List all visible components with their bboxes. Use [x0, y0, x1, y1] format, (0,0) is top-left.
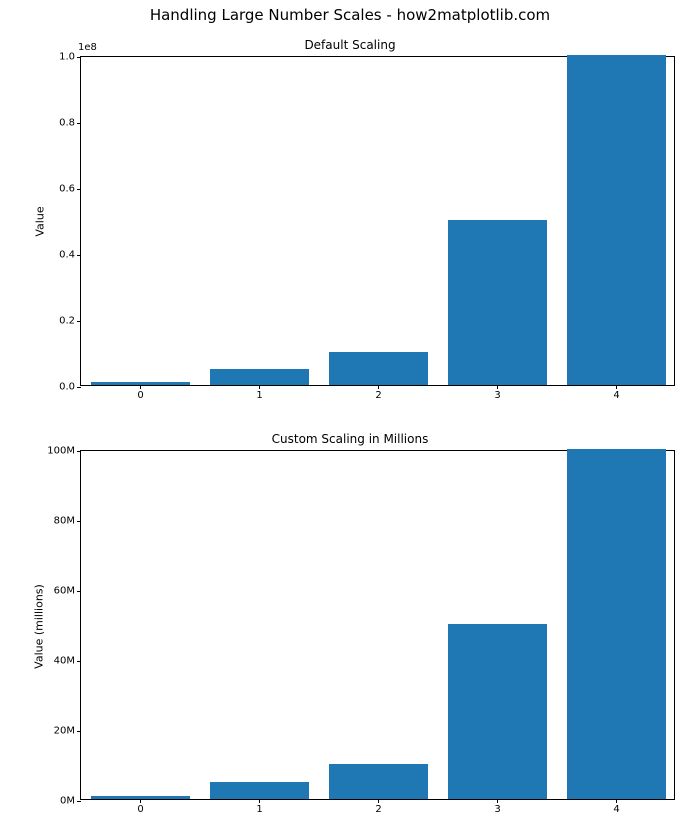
ytick-label: 0M — [60, 796, 75, 807]
ytick-label: 40M — [54, 656, 75, 667]
ytick-mark — [77, 123, 81, 124]
xtick-label: 4 — [613, 804, 619, 815]
xtick-label: 3 — [494, 390, 500, 401]
xtick-mark — [140, 385, 141, 389]
bar — [329, 352, 429, 385]
bar — [448, 624, 548, 799]
xtick-label: 0 — [137, 804, 143, 815]
ytick-mark — [77, 57, 81, 58]
xtick-mark — [497, 385, 498, 389]
xtick-mark — [140, 799, 141, 803]
ytick-label: 20M — [54, 726, 75, 737]
bottom-chart-axes: 0M20M40M60M80M100M01234 — [80, 450, 675, 800]
ytick-mark — [77, 591, 81, 592]
top-chart-offset: 1e8 — [78, 42, 97, 53]
ytick-mark — [77, 321, 81, 322]
bar — [210, 369, 310, 386]
bar — [567, 55, 667, 385]
ytick-mark — [77, 387, 81, 388]
xtick-mark — [378, 385, 379, 389]
xtick-mark — [259, 799, 260, 803]
top-chart-title: Default Scaling — [0, 38, 700, 52]
xtick-label: 2 — [375, 804, 381, 815]
ytick-label: 100M — [47, 446, 75, 457]
bar — [567, 449, 667, 799]
ytick-label: 0.0 — [59, 382, 75, 393]
top-chart-axes: 0.00.20.40.60.81.001234 — [80, 56, 675, 386]
xtick-label: 1 — [256, 390, 262, 401]
bottom-chart-ylabel: Value (millions) — [33, 582, 46, 672]
xtick-mark — [616, 799, 617, 803]
ytick-label: 60M — [54, 586, 75, 597]
xtick-mark — [616, 385, 617, 389]
xtick-label: 2 — [375, 390, 381, 401]
xtick-label: 3 — [494, 804, 500, 815]
ytick-label: 0.8 — [59, 118, 75, 129]
ytick-mark — [77, 521, 81, 522]
ytick-mark — [77, 801, 81, 802]
ytick-mark — [77, 189, 81, 190]
bottom-chart-title: Custom Scaling in Millions — [0, 432, 700, 446]
xtick-mark — [497, 799, 498, 803]
top-chart-ylabel: Value — [34, 192, 47, 252]
xtick-label: 1 — [256, 804, 262, 815]
bar — [91, 382, 191, 385]
figure-suptitle: Handling Large Number Scales - how2matpl… — [0, 6, 700, 24]
xtick-mark — [259, 385, 260, 389]
figure: Handling Large Number Scales - how2matpl… — [0, 0, 700, 840]
ytick-label: 1.0 — [59, 52, 75, 63]
ytick-label: 0.6 — [59, 184, 75, 195]
xtick-label: 0 — [137, 390, 143, 401]
ytick-mark — [77, 661, 81, 662]
bar — [329, 764, 429, 799]
ytick-mark — [77, 731, 81, 732]
bar — [210, 782, 310, 800]
ytick-label: 80M — [54, 516, 75, 527]
xtick-label: 4 — [613, 390, 619, 401]
ytick-mark — [77, 255, 81, 256]
ytick-label: 0.2 — [59, 316, 75, 327]
ytick-label: 0.4 — [59, 250, 75, 261]
bar — [91, 796, 191, 800]
xtick-mark — [378, 799, 379, 803]
ytick-mark — [77, 451, 81, 452]
bar — [448, 220, 548, 385]
